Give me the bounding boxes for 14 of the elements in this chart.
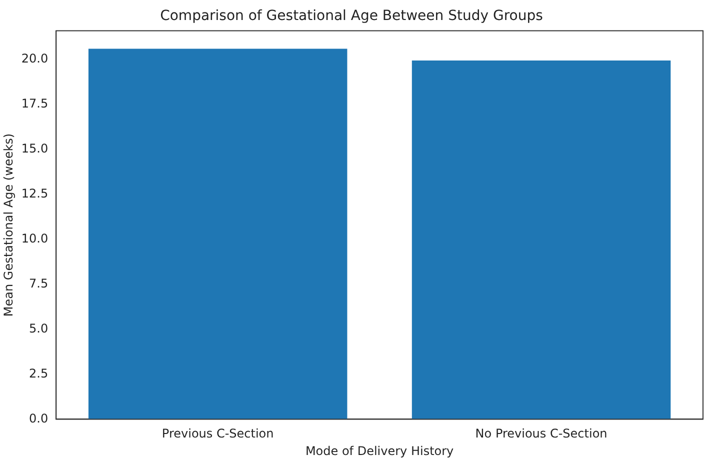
y-tick-label: 17.5 (21, 96, 48, 111)
chart-title: Comparison of Gestational Age Between Study Groups (160, 8, 543, 24)
x-tick-label: No Previous C-Section (475, 426, 608, 441)
y-tick-label: 5.0 (29, 321, 48, 336)
y-tick-label: 0.0 (29, 411, 48, 426)
y-tick-label: 10.0 (21, 232, 48, 246)
y-tick-label: 2.5 (29, 366, 48, 380)
y-tick-label: 15.0 (21, 142, 48, 156)
x-tick-label: Previous C-Section (162, 426, 274, 441)
x-axis-title: Mode of Delivery History (305, 444, 454, 458)
y-tick-label: 12.5 (21, 186, 48, 201)
y-tick-label: 7.5 (29, 276, 48, 290)
y-tick-label: 20.0 (21, 52, 48, 66)
y-axis-title: Mean Gestational Age (weeks) (1, 133, 16, 317)
